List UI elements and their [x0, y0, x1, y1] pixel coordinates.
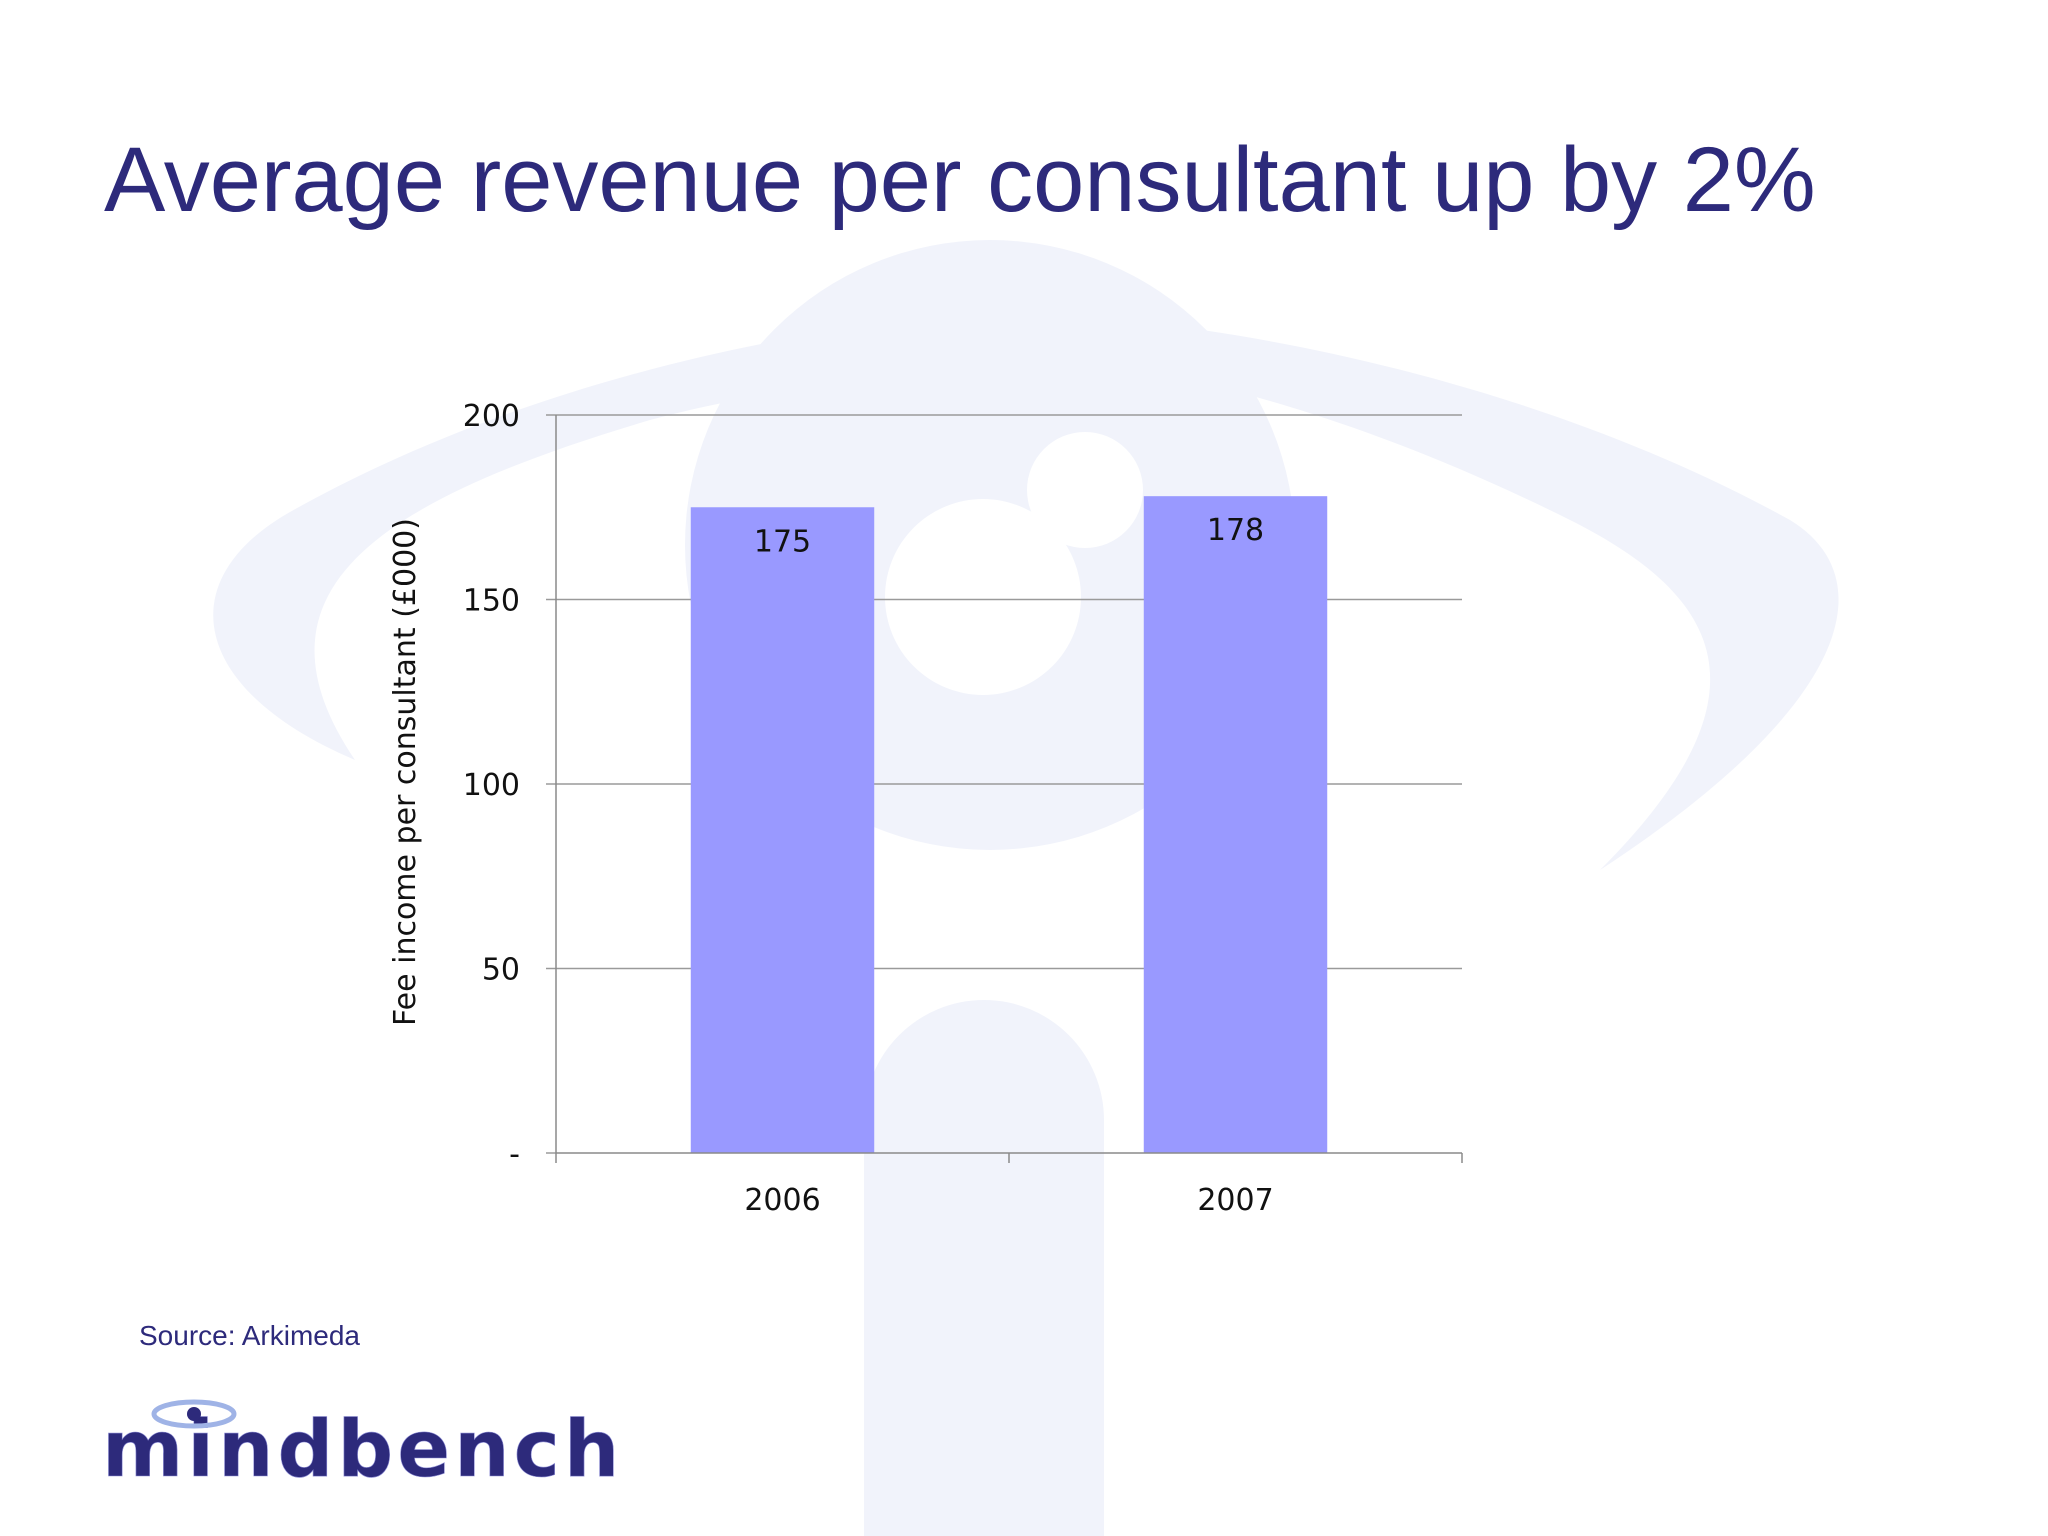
x-tick-label: 2006	[744, 1183, 820, 1218]
y-axis-label: Fee income per consultant (£000)	[388, 518, 423, 1026]
logo-eye-icon	[151, 1399, 237, 1429]
slide-title: Average revenue per consultant up by 2%	[104, 129, 1816, 231]
logo-pupil-icon	[187, 1407, 201, 1421]
y-tick-label: -	[509, 1137, 520, 1172]
chart-labels: - 50 100 150 200 175 2006 178 2007	[463, 399, 1274, 1218]
source-note: Source: Arkimeda	[139, 1320, 360, 1351]
axes	[546, 414, 1463, 1163]
data-label: 178	[1207, 513, 1264, 548]
bar-2006	[690, 507, 875, 1153]
y-tick-label: 150	[463, 584, 520, 619]
logo-text: mindbench	[102, 1405, 623, 1495]
data-label: 175	[754, 524, 811, 559]
bars	[690, 496, 1328, 1153]
bar-2007	[1143, 496, 1328, 1153]
mindbench-logo: mindbench	[102, 1399, 623, 1495]
y-tick-label: 50	[482, 953, 520, 988]
x-tick-label: 2007	[1197, 1183, 1273, 1218]
y-tick-label: 200	[463, 399, 520, 434]
y-tick-label: 100	[463, 768, 520, 803]
